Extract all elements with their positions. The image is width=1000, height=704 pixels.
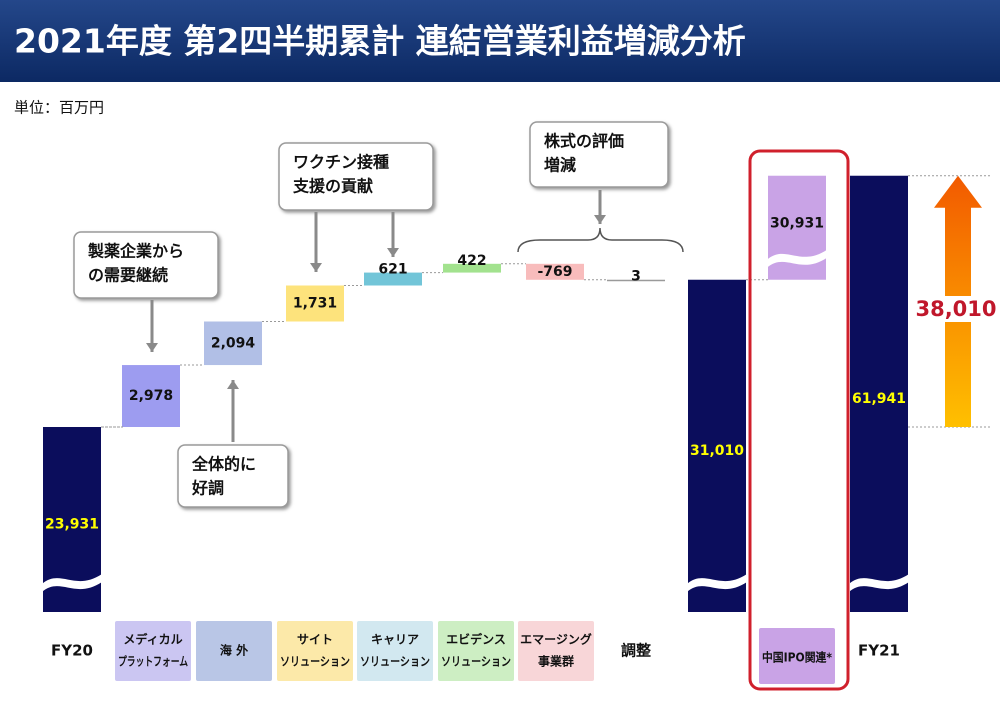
bar	[122, 365, 180, 427]
value-label: 2,094	[211, 335, 256, 351]
change-label-bg	[914, 296, 998, 322]
break-wave	[42, 574, 102, 592]
bar	[286, 285, 344, 322]
category-box	[115, 621, 191, 681]
bar	[443, 263, 501, 273]
category-label: エビデンス	[446, 632, 506, 647]
value-label: 23,931	[45, 517, 99, 533]
callout-arrow-head	[310, 263, 322, 272]
break-wave	[767, 249, 827, 268]
bar	[850, 175, 908, 612]
bar	[204, 321, 262, 366]
category-label: FY20	[51, 642, 93, 660]
value-label: 3	[631, 269, 641, 285]
category-box	[196, 621, 272, 681]
category-label: サイト	[297, 633, 333, 647]
category-label: キャリア	[371, 633, 419, 647]
category-label: 海 外	[220, 643, 248, 658]
value-label: 2,978	[129, 388, 173, 404]
category-box	[277, 621, 353, 681]
callout-text: 株式の評価	[544, 132, 624, 151]
bar	[364, 272, 422, 286]
value-label: 31,010	[690, 443, 744, 459]
category-box	[438, 621, 514, 681]
callout-text: 全体的に	[191, 455, 256, 474]
chart-title: 2021年度 第2四半期累計 連結営業利益増減分析	[14, 22, 746, 61]
category-label: ソリューション	[360, 655, 430, 669]
change-label: 38,010	[915, 297, 996, 321]
value-label: 1,731	[293, 296, 337, 312]
callout-text: 好調	[191, 479, 224, 498]
callout-box	[278, 142, 434, 211]
unit-label: 単位：百万円	[14, 99, 104, 117]
break-wave	[687, 574, 747, 592]
bar	[688, 279, 746, 612]
bar	[526, 263, 584, 280]
callout-arrow-head	[146, 343, 158, 352]
callout-text: 支援の貢献	[292, 177, 373, 196]
title-bar	[0, 0, 1000, 82]
category-box	[759, 628, 835, 684]
value-label: 422	[457, 253, 486, 269]
highlight-frame	[748, 149, 850, 691]
callout-box	[73, 231, 219, 299]
category-label: ソリューション	[441, 655, 511, 669]
callout-text: の需要継続	[88, 266, 168, 285]
break-wave	[849, 574, 909, 592]
callout-arrow-head	[227, 380, 239, 389]
callout-text: 増減	[544, 156, 576, 175]
value-label: 61,941	[852, 391, 906, 407]
value-label: 621	[378, 262, 407, 278]
callout-arrow-head	[387, 248, 399, 257]
brace	[517, 227, 684, 253]
category-label: エマージング	[520, 632, 592, 647]
category-label: 中国IPO関連*	[762, 650, 833, 665]
callout-box	[529, 121, 669, 188]
value-label: 30,931	[770, 216, 824, 232]
category-label: FY21	[858, 642, 900, 660]
callout-text: ワクチン接種	[293, 153, 389, 172]
category-label: ソリューション	[280, 655, 350, 669]
callout-arrow-head	[594, 215, 606, 224]
category-label: プラットフォーム	[118, 654, 188, 669]
category-box	[357, 621, 433, 681]
bar	[607, 279, 665, 282]
category-label: 調整	[621, 642, 651, 660]
category-box	[518, 621, 594, 681]
callout-text: 製薬企業から	[87, 242, 184, 261]
callout-box	[177, 444, 289, 508]
category-label: メディカル	[123, 632, 182, 647]
value-label: -769	[537, 264, 572, 280]
category-label: 事業群	[538, 654, 574, 669]
